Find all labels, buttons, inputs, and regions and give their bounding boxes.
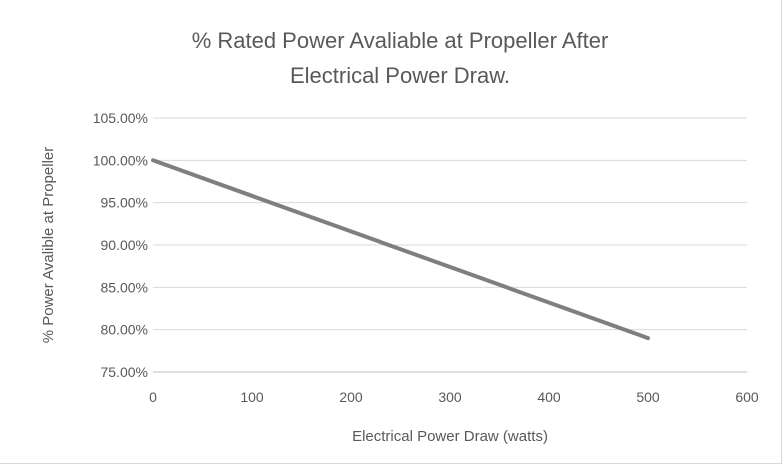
x-tick-label: 0 [149,389,157,405]
y-axis-tick-labels: 75.00% 80.00% 85.00% 90.00% 95.00% 100.00% 105… [93,110,148,380]
gridlines [153,117,747,331]
y-tick-label: 90.00% [101,237,148,253]
x-tick-label: 300 [438,389,462,405]
y-tick-label: 75.00% [101,364,148,380]
series-line [151,158,650,341]
x-tick-label: 400 [537,389,561,405]
data-series [151,158,650,341]
x-tick-label: 500 [636,389,660,405]
y-tick-label: 80.00% [101,322,148,338]
x-tick-label: 100 [240,389,264,405]
chart-title-line-1: % Rated Power Avaliable at Propeller Aft… [192,28,609,53]
x-axis-tick-labels: 0 100 200 300 400 500 600 [149,389,759,405]
y-tick-label: 105.00% [93,110,148,126]
y-axis-title: % Power Avalible at Propeller [40,147,57,344]
x-axis-title: Electrical Power Draw (watts) [352,428,548,445]
y-tick-label: 100.00% [93,152,148,168]
x-tick-label: 600 [735,389,759,405]
y-tick-label: 95.00% [101,195,148,211]
x-tick-label: 200 [339,389,363,405]
chart-title-line-2: Electrical Power Draw. [290,63,510,88]
y-tick-label: 85.00% [101,279,148,295]
